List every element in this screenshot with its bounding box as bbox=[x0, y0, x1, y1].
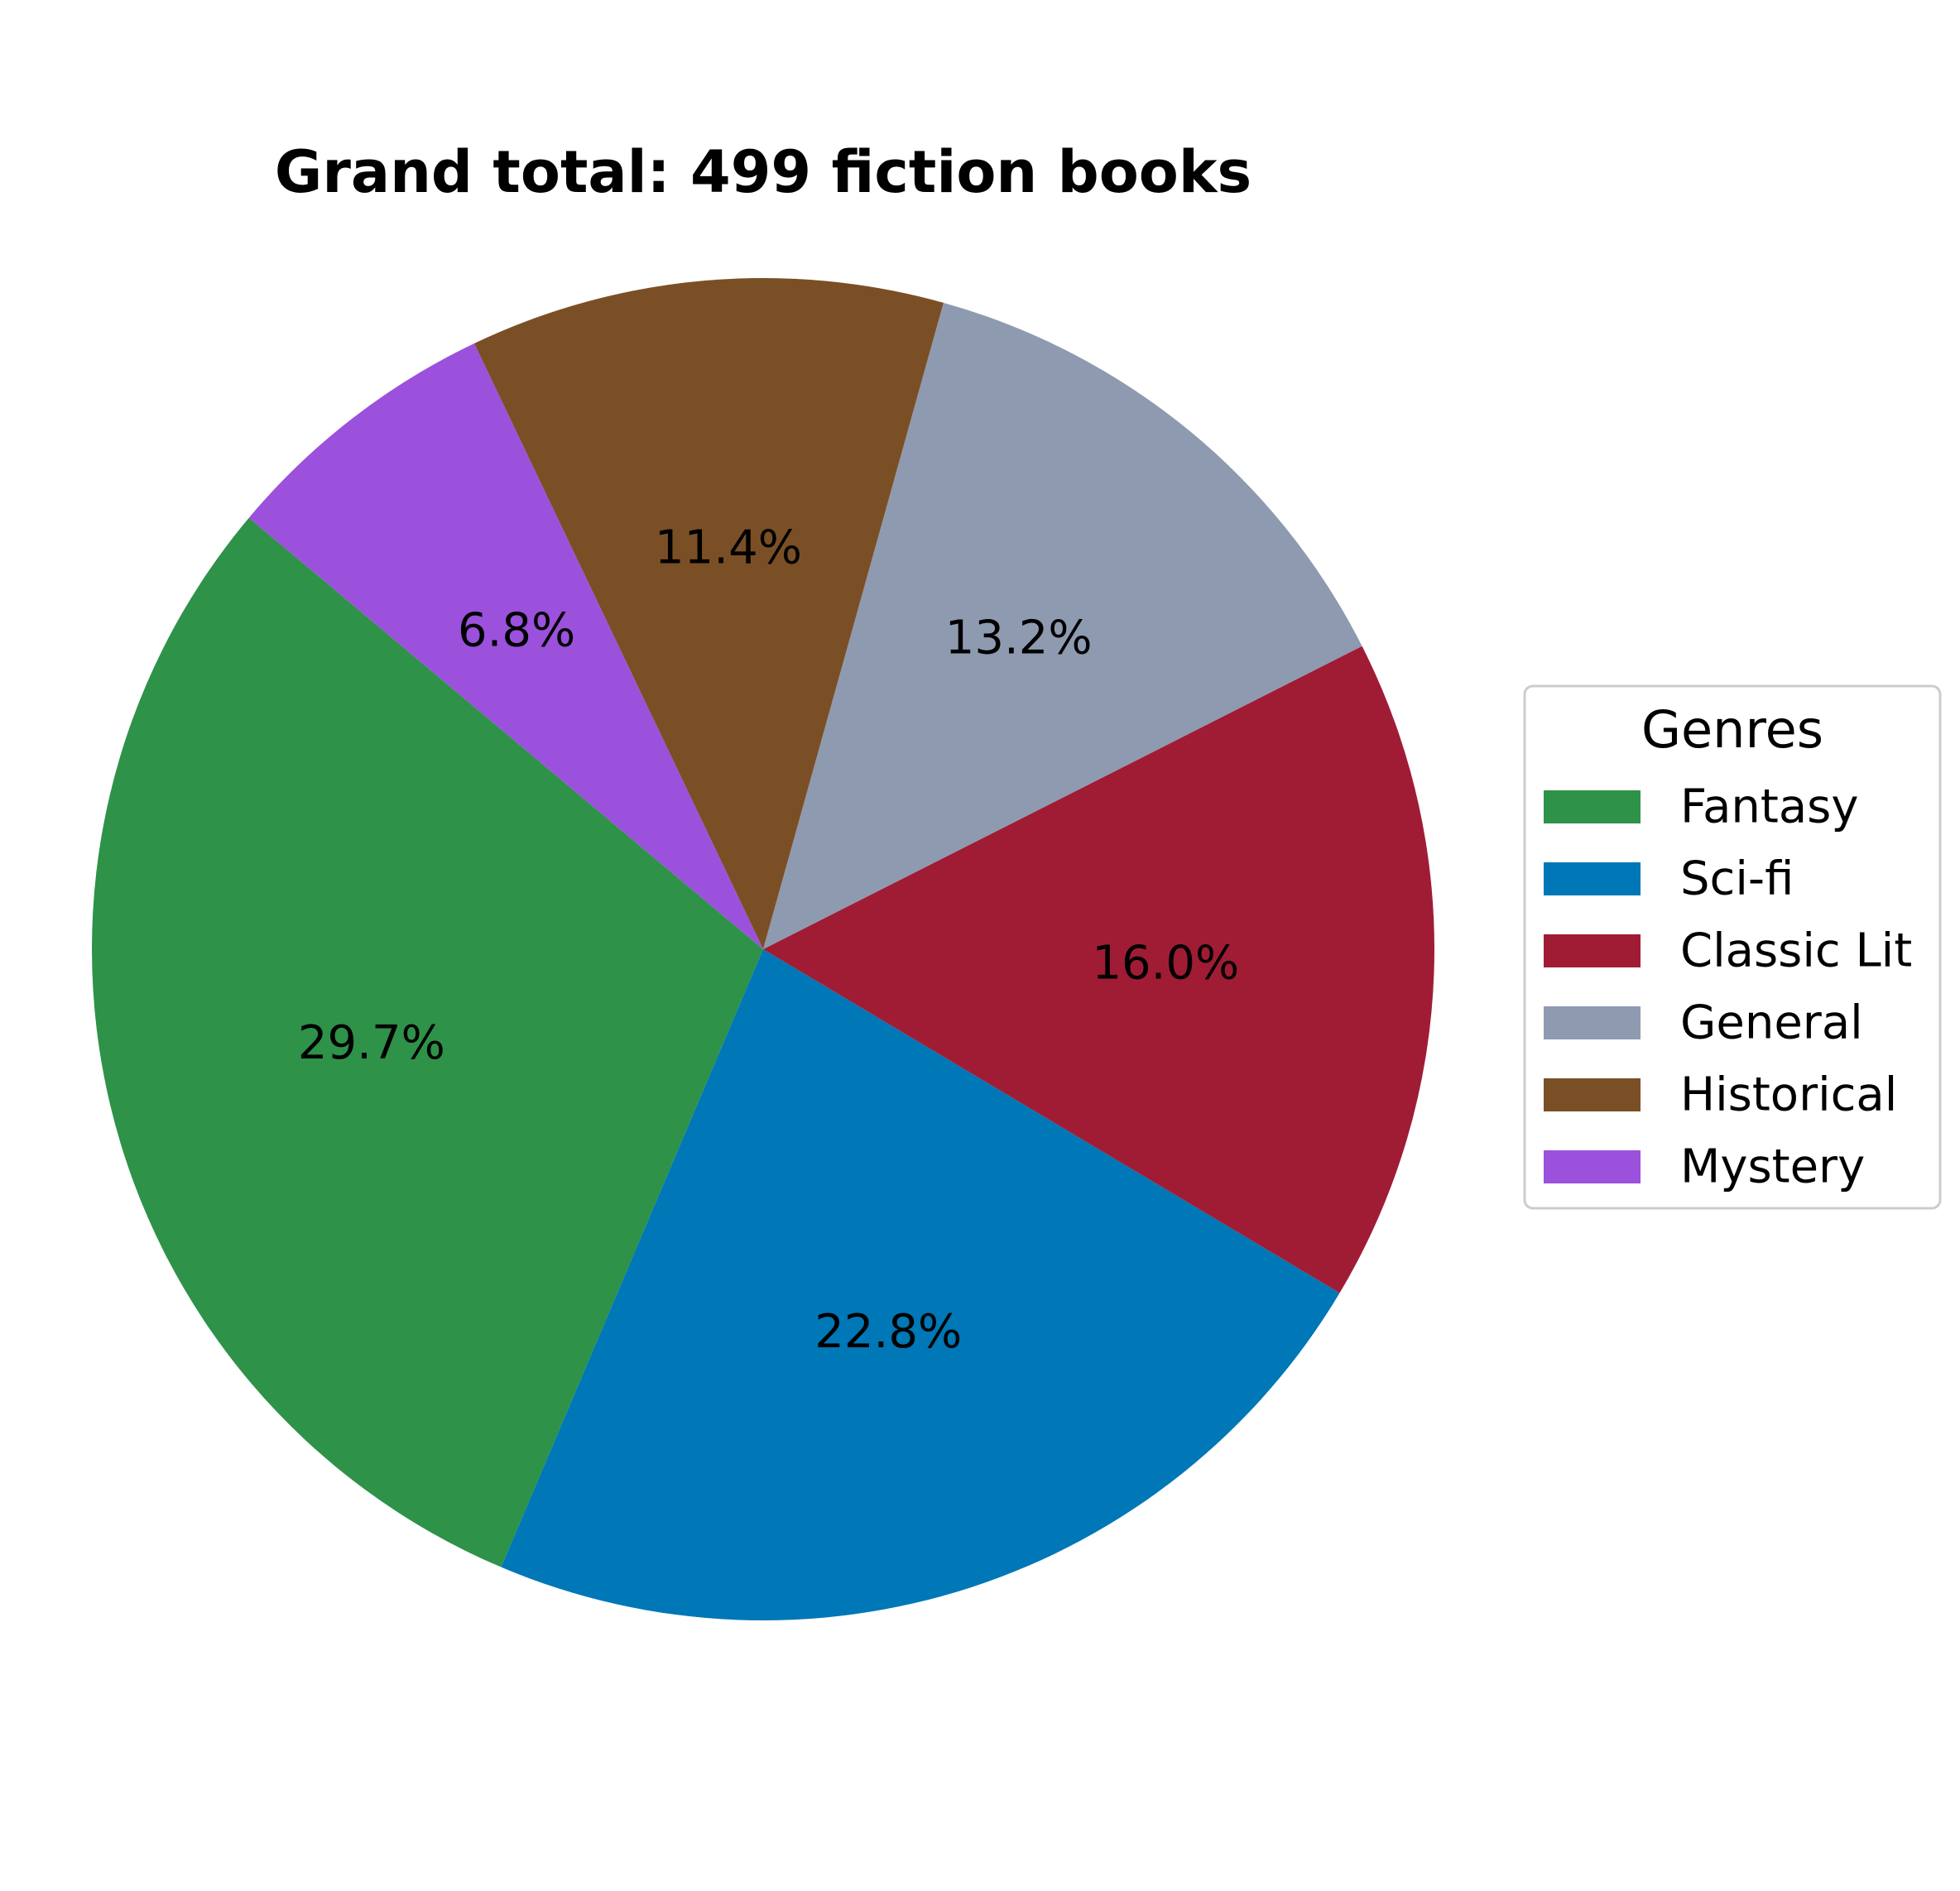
legend-label-classic-lit: Classic Lit bbox=[1680, 924, 1912, 978]
legend-items: Fantasy Sci-fi Classic Lit General Historica… bbox=[1544, 780, 1912, 1194]
legend: Genres Fantasy Sci-fi Classic Lit General Hi… bbox=[1523, 684, 1942, 1210]
slice-fantasy bbox=[91, 517, 764, 1567]
legend-label-mystery: Mystery bbox=[1680, 1140, 1865, 1194]
slice-mystery bbox=[248, 343, 764, 949]
percent-label-historical: 11.4% bbox=[655, 521, 802, 575]
legend-swatch-historical bbox=[1544, 1078, 1641, 1111]
legend-label-fantasy: Fantasy bbox=[1680, 780, 1858, 834]
legend-title: Genres bbox=[1641, 699, 1823, 760]
chart-title: Grand total: 499 fiction books bbox=[275, 138, 1251, 206]
slice-classic-lit bbox=[763, 646, 1434, 1293]
slice-historical bbox=[473, 278, 944, 949]
percent-label-general: 13.2% bbox=[945, 611, 1093, 665]
pie-slices bbox=[91, 278, 1434, 1621]
percent-labels: 29.7% 22.8% 16.0% 13.2% 11.4% 6.8% bbox=[298, 521, 1239, 1359]
slice-sci-fi bbox=[501, 949, 1340, 1621]
legend-swatch-mystery bbox=[1544, 1150, 1641, 1183]
legend-swatch-sci-fi bbox=[1544, 862, 1641, 895]
percent-label-classic-lit: 16.0% bbox=[1092, 936, 1239, 990]
legend-label-sci-fi: Sci-fi bbox=[1680, 852, 1794, 906]
slice-general bbox=[763, 302, 1362, 949]
legend-swatch-general bbox=[1544, 1006, 1641, 1039]
legend-swatch-fantasy bbox=[1544, 790, 1641, 823]
legend-label-historical: Historical bbox=[1680, 1068, 1897, 1122]
percent-label-sci-fi: 22.8% bbox=[814, 1305, 962, 1359]
legend-label-general: General bbox=[1680, 996, 1863, 1050]
percent-label-fantasy: 29.7% bbox=[298, 1016, 445, 1070]
percent-label-mystery: 6.8% bbox=[458, 604, 575, 658]
legend-swatch-classic-lit bbox=[1544, 934, 1641, 967]
